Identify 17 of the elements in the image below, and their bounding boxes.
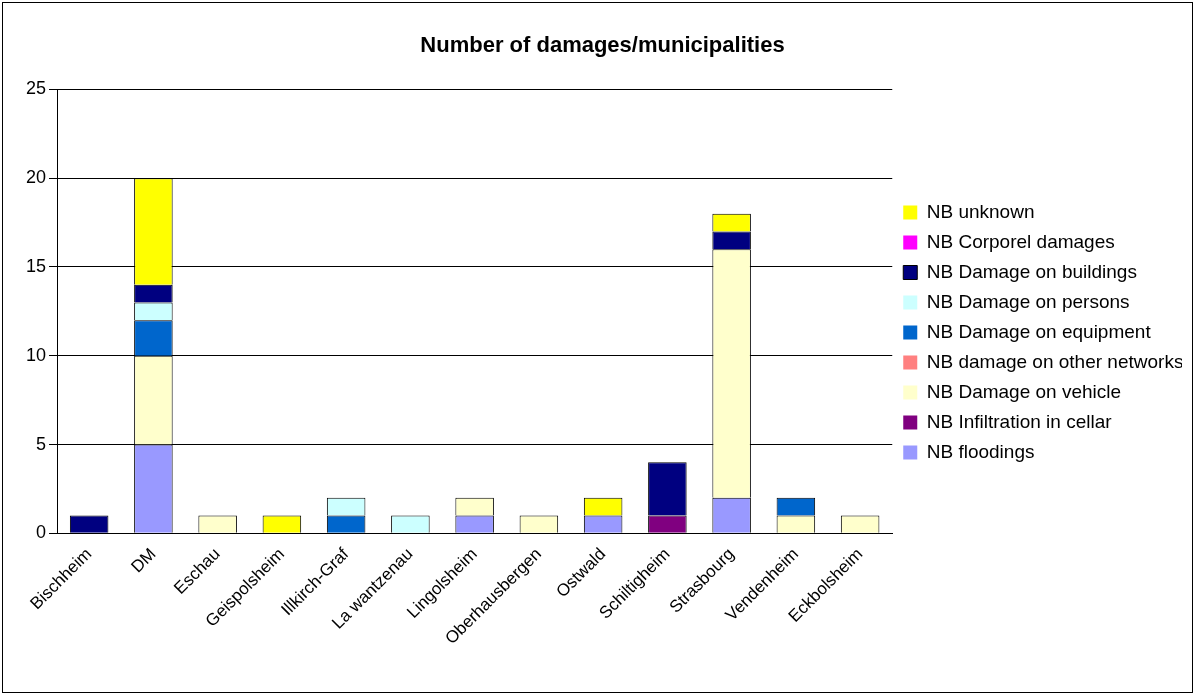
legend-label: NB floodings xyxy=(926,440,1035,462)
y-tick-label: 20 xyxy=(25,167,47,188)
y-tick-label: 0 xyxy=(36,522,47,543)
y-tick-label: 10 xyxy=(25,344,47,365)
legend-label: NB Damage on buildings xyxy=(926,260,1137,282)
legend-label: NB Damage on persons xyxy=(926,290,1130,312)
legend-label: NB unknown xyxy=(926,200,1035,222)
y-tick-label: 25 xyxy=(25,78,47,99)
x-tick-label: DM xyxy=(127,544,160,577)
y-tick-label: 5 xyxy=(36,433,47,454)
legend-label: NB damage on other networks xyxy=(926,350,1184,372)
legend-label: NB Damage on vehicle xyxy=(926,380,1122,402)
legend-label: NB Corporel damages xyxy=(926,230,1115,252)
legend-label: NB Damage on equipment xyxy=(926,320,1152,342)
chart-title: Number of damages/municipalities xyxy=(420,32,785,58)
legend-label: NB Infiltration in cellar xyxy=(926,410,1113,432)
y-tick-label: 15 xyxy=(25,255,47,276)
